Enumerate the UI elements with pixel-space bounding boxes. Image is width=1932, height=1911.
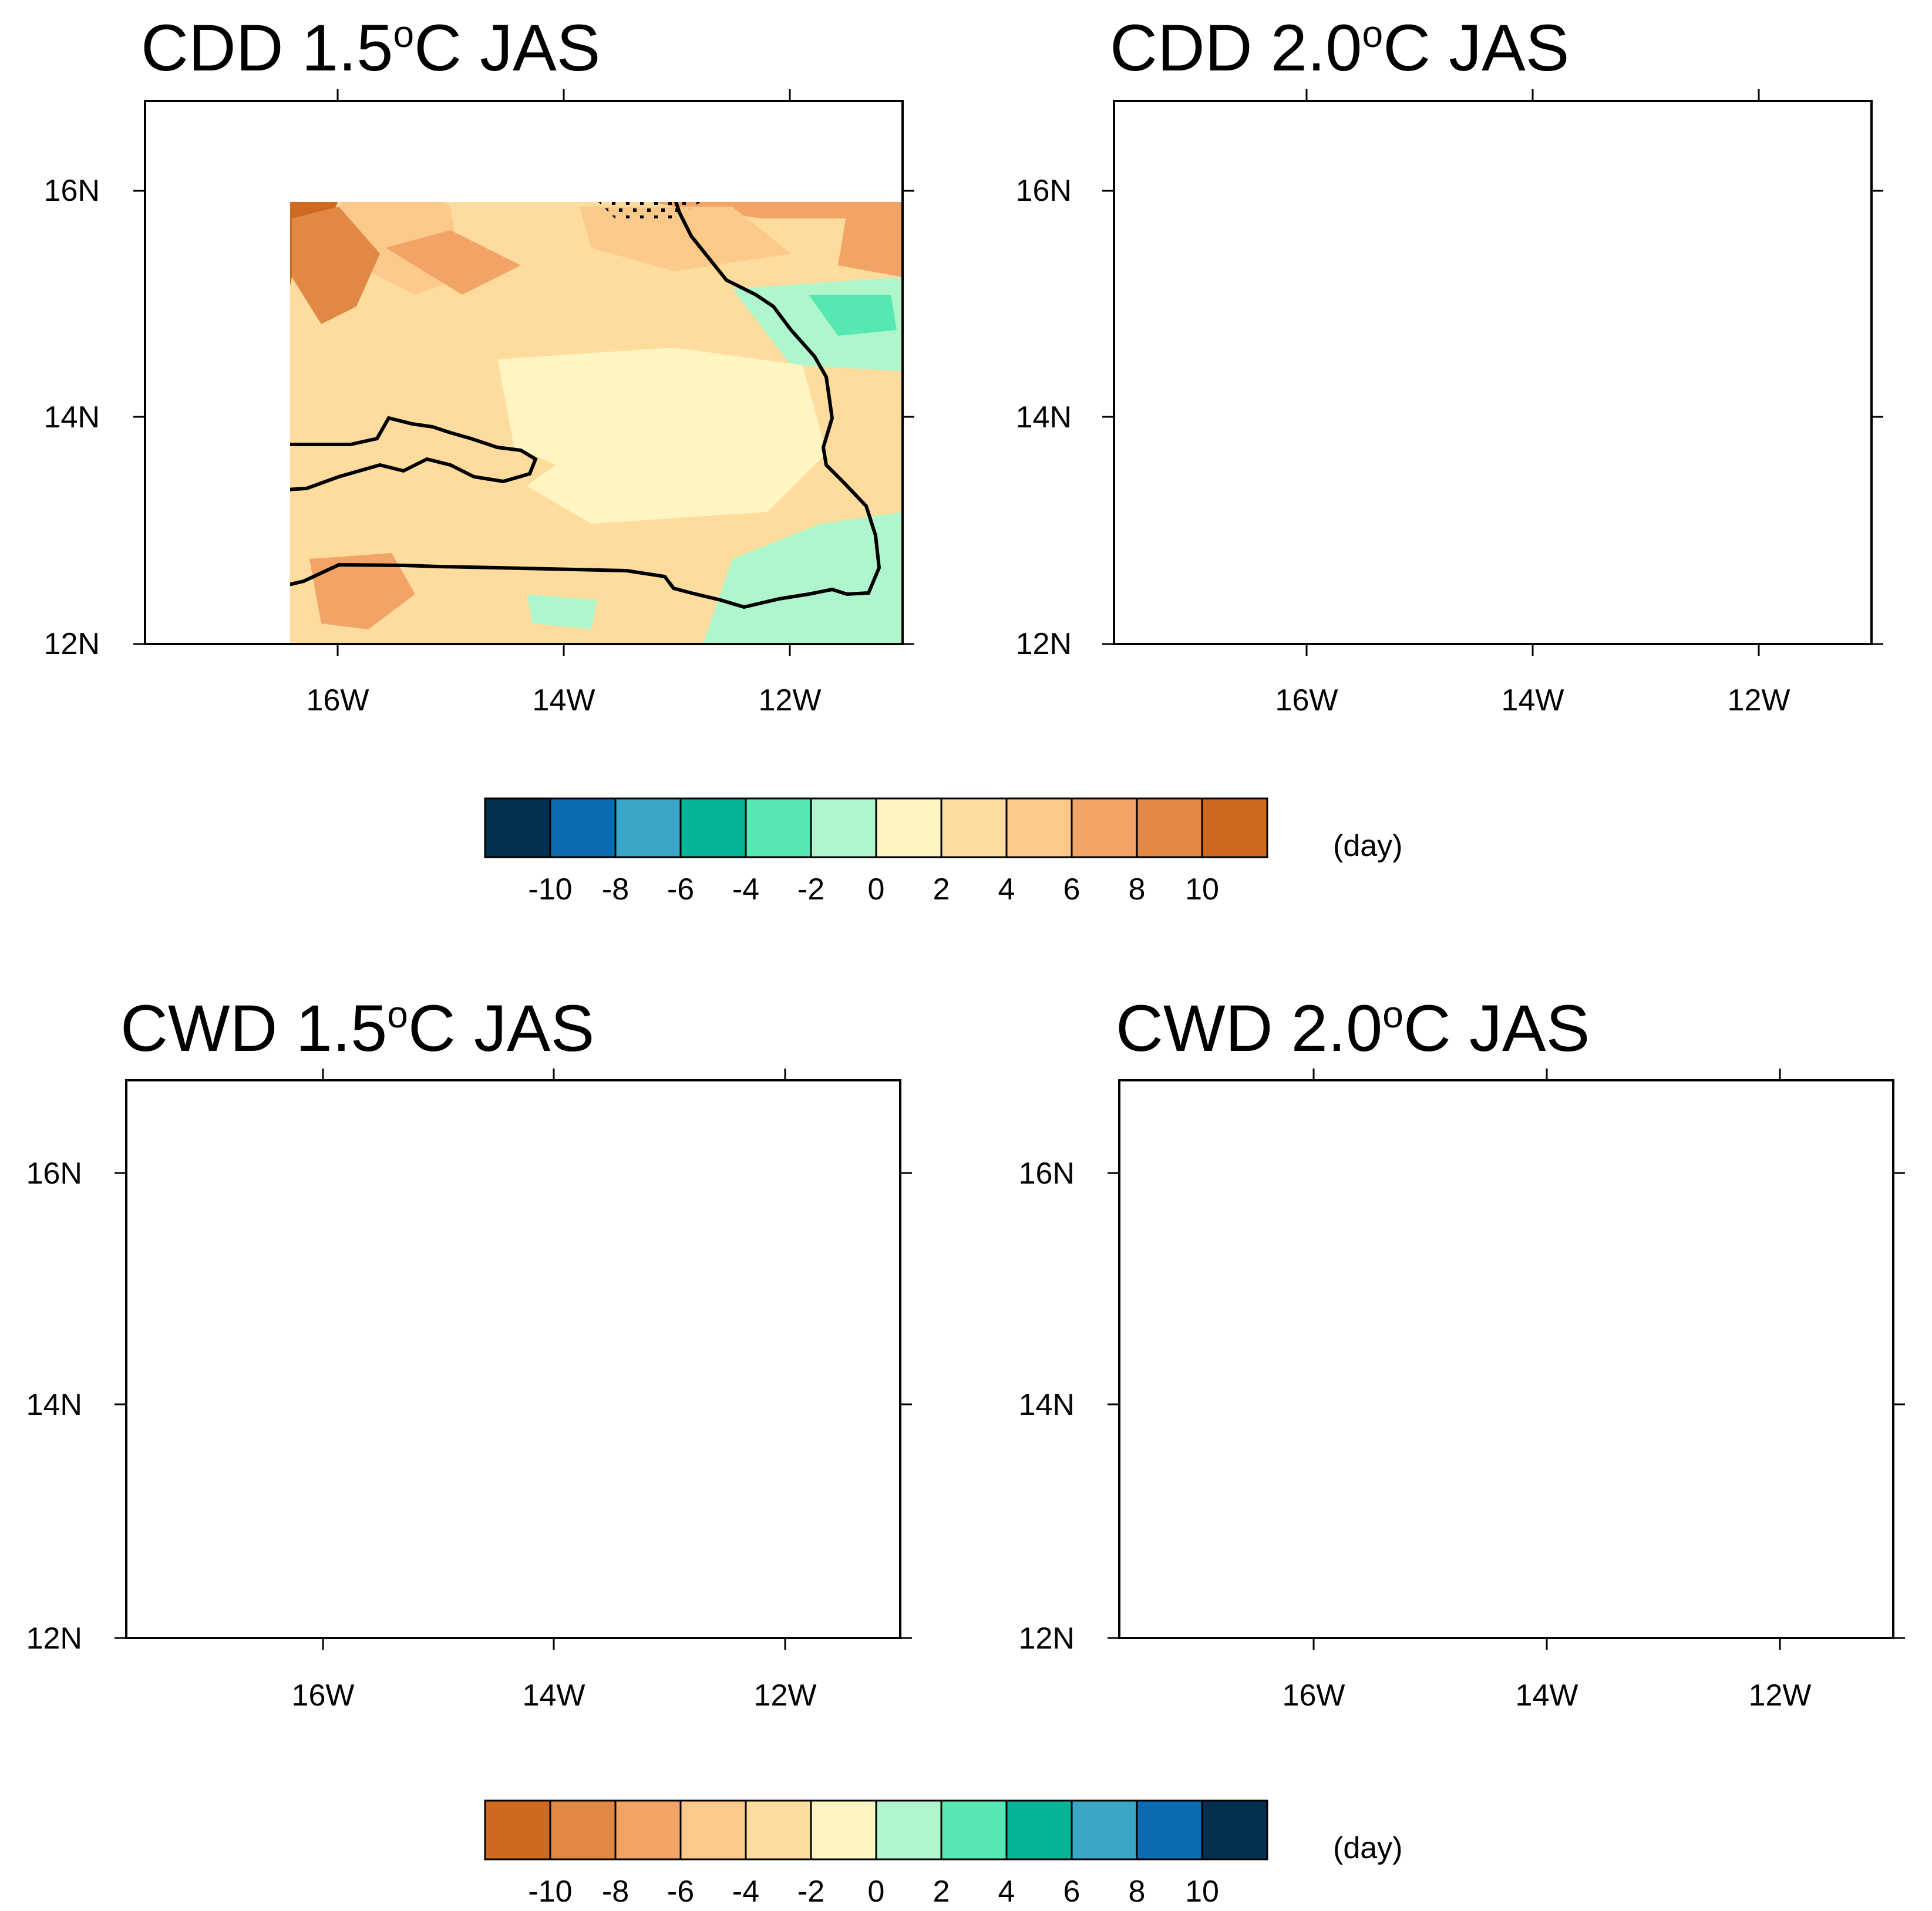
map-frame — [144, 100, 904, 645]
colorbar-tick-label: -8 — [602, 1875, 629, 1909]
colorbar-box — [875, 1799, 943, 1861]
lat-label: 14N — [1019, 1388, 1075, 1422]
colorbar-box — [940, 797, 1008, 858]
axis-ticks — [1102, 89, 1883, 656]
colorbar-tick-label: 4 — [998, 1875, 1015, 1909]
lat-label: 16N — [1016, 174, 1072, 208]
lon-label: 16W — [292, 1679, 355, 1713]
colorbar-tick-label: 0 — [868, 872, 885, 906]
lon-label: 14W — [523, 1679, 585, 1713]
lat-label: 14N — [44, 400, 100, 434]
panel-title: CWD 1.5oC JAS — [120, 992, 594, 1065]
colorbar-box — [1136, 797, 1203, 858]
colorbar-box — [614, 1799, 682, 1861]
colorbar-boxes — [484, 797, 1268, 858]
colorbar-tick-label: -2 — [797, 1875, 824, 1909]
colorbar-box — [745, 797, 812, 858]
colorbar-boxes — [484, 1799, 1268, 1861]
lat-label: 16N — [26, 1157, 82, 1191]
axis-ticks — [1108, 1069, 1905, 1650]
colorbar-tick-label: -4 — [732, 872, 759, 906]
colorbar-box — [549, 1799, 617, 1861]
cwd-colorbar: -10 -8 -6 -4 -2 0 2 4 6 8 10 (day) — [484, 1799, 1402, 1909]
panel-title: CDD 2.0oC JAS — [1110, 11, 1569, 85]
colorbar-tick-label: 10 — [1185, 872, 1219, 906]
colorbar-box — [1136, 1799, 1203, 1861]
axis-ticks — [133, 89, 914, 656]
lon-label: 16W — [1275, 683, 1338, 717]
colorbar-tick-label: 2 — [933, 872, 950, 906]
contour-field — [290, 202, 903, 644]
colorbar-tick-label: -4 — [732, 1875, 759, 1909]
colorbar-tick-label: -6 — [667, 1875, 694, 1909]
panel-title: CDD 1.5oC JAS — [141, 11, 600, 85]
lat-label: 14N — [1016, 400, 1072, 434]
lon-label: 12W — [754, 1679, 817, 1713]
colorbar-box — [940, 1799, 1008, 1861]
colorbar-tick-label: -10 — [528, 1875, 572, 1909]
lon-label: 14W — [1516, 1679, 1578, 1713]
panel-cwd-20: CWD 2.0oC JAS 16N 14N 1 — [1019, 992, 1905, 1713]
lon-label: 16W — [307, 683, 369, 717]
colorbar-tick-label: -2 — [797, 872, 824, 906]
map-frame — [1118, 1079, 1894, 1639]
colorbar-box — [1201, 797, 1268, 858]
colorbar-box — [1005, 1799, 1073, 1861]
panel-cwd-15: CWD 1.5oC JAS — [26, 992, 912, 1713]
panel-cdd-15: CDD 1.5oC JAS — [44, 11, 914, 717]
lat-label: 12N — [26, 1622, 82, 1656]
lat-label: 12N — [1019, 1622, 1075, 1656]
colorbar-box — [1071, 797, 1138, 858]
lat-label: 16N — [1019, 1157, 1075, 1191]
colorbar-box — [679, 797, 747, 858]
lon-label: 12W — [1728, 683, 1790, 717]
colorbar-box — [484, 797, 551, 858]
colorbar-tick-label: -6 — [667, 872, 694, 906]
colorbar-box — [549, 797, 617, 858]
contour-field — [1119, 1080, 1893, 1638]
colorbar-unit: (day) — [1333, 829, 1402, 863]
lat-label: 12N — [44, 627, 100, 661]
colorbar-tick-label: 0 — [868, 1875, 885, 1909]
colorbar-box — [1201, 1799, 1268, 1861]
lon-label: 12W — [1749, 1679, 1812, 1713]
lat-label: 12N — [1016, 627, 1072, 661]
lon-label: 16W — [1283, 1679, 1345, 1713]
lon-label: 12W — [759, 683, 822, 717]
contour-field — [126, 1080, 900, 1638]
lon-label: 14W — [1502, 683, 1564, 717]
colorbar-tick-label: 8 — [1129, 872, 1146, 906]
map-frame — [125, 1079, 901, 1639]
colorbar-box — [679, 1799, 747, 1861]
colorbar-box — [1005, 797, 1073, 858]
colorbar-tick-label: 6 — [1063, 872, 1081, 906]
colorbar-unit: (day) — [1333, 1831, 1402, 1865]
colorbar-tick-label: 8 — [1129, 1875, 1146, 1909]
colorbar-box — [1071, 1799, 1138, 1861]
cdd-colorbar: -10 -8 -6 -4 -2 0 2 4 6 8 10 (day) — [484, 797, 1402, 906]
lat-label: 16N — [44, 174, 100, 208]
contour-field — [1114, 101, 1872, 644]
colorbar-box — [810, 797, 877, 858]
colorbar-tick-label: 4 — [998, 872, 1015, 906]
colorbar-box — [810, 1799, 877, 1861]
map-frame — [1113, 100, 1873, 645]
colorbar-box — [745, 1799, 812, 1861]
axis-ticks — [115, 1069, 912, 1650]
lon-label: 14W — [533, 683, 595, 717]
panel-cdd-20: CDD 2.0oC JAS 16N 14 — [1016, 11, 1883, 717]
colorbar-box — [614, 797, 682, 858]
colorbar-tick-label: 10 — [1185, 1875, 1219, 1909]
lat-label: 14N — [26, 1388, 82, 1422]
colorbar-tick-label: 2 — [933, 1875, 950, 1909]
colorbar-tick-label: 6 — [1063, 1875, 1081, 1909]
colorbar-box — [875, 797, 943, 858]
colorbar-tick-label: -8 — [602, 872, 629, 906]
colorbar-box — [484, 1799, 551, 1861]
panel-title: CWD 2.0oC JAS — [1116, 992, 1590, 1065]
colorbar-tick-label: -10 — [528, 872, 572, 906]
